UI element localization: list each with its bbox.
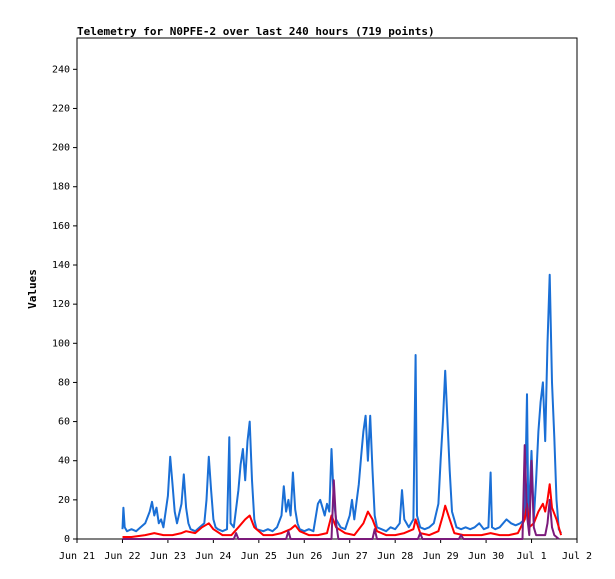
y-tick-label: 140 <box>52 260 70 271</box>
y-tick-label: 220 <box>52 103 70 114</box>
y-tick-label: 40 <box>58 456 70 467</box>
y-tick-label: 160 <box>52 221 70 232</box>
y-tick-label: 120 <box>52 299 70 310</box>
y-tick-label: 200 <box>52 143 70 154</box>
x-tick-label: Jun 28 <box>377 551 413 562</box>
x-tick-label: Jun 29 <box>423 551 459 562</box>
y-tick-label: 240 <box>52 64 70 75</box>
y-tick-label: 20 <box>58 495 70 506</box>
x-tick-label: Jun 23 <box>150 551 186 562</box>
y-tick-label: 0 <box>64 534 70 545</box>
plot-area <box>121 273 563 540</box>
x-tick-label: Jun 27 <box>332 551 368 562</box>
x-tick-label: Jun 21 <box>59 551 95 562</box>
x-tick-label: Jun 30 <box>468 551 504 562</box>
chart-title: Telemetry for N0PFE-2 over last 240 hour… <box>77 25 435 38</box>
series-line-1 <box>122 483 563 538</box>
y-tick-label: 180 <box>52 182 70 193</box>
x-tick-label: Jul 2 <box>562 551 592 562</box>
y-tick-label: 100 <box>52 338 70 349</box>
y-tick-label: 60 <box>58 417 70 428</box>
x-axis: Jun 21 Jun 22 Jun 23 Jun 24 Jun 25 Jun 26 Jun … <box>59 539 592 562</box>
plot-frame <box>76 37 578 540</box>
y-axis: 0 20 40 60 80 100 120 140 160 180 200 220 240 <box>52 64 77 545</box>
series-line-2 <box>122 444 560 540</box>
x-tick-label: Jun 24 <box>195 551 231 562</box>
y-axis-label: Values <box>26 269 39 309</box>
x-tick-label: Jun 26 <box>286 551 322 562</box>
x-tick-label: Jun 25 <box>241 551 277 562</box>
x-tick-label: Jul 1 <box>516 551 546 562</box>
x-tick-label: Jun 22 <box>104 551 140 562</box>
y-tick-label: 80 <box>58 377 70 388</box>
series-line-0 <box>121 273 562 534</box>
